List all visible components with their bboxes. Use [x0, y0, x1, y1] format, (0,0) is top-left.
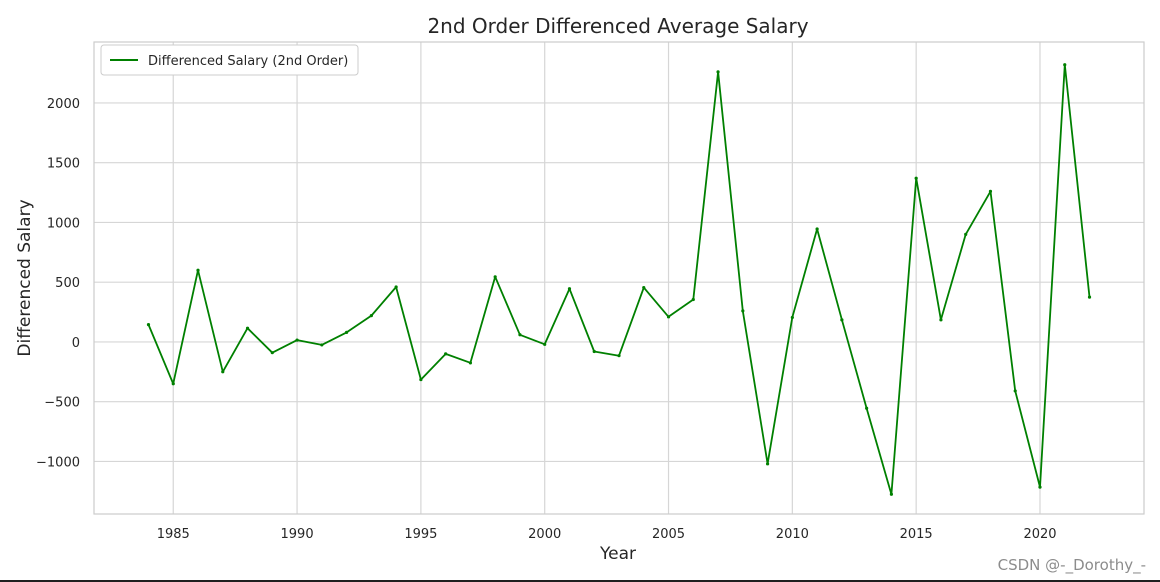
- data-point: [171, 382, 175, 386]
- data-point: [369, 314, 373, 318]
- data-point: [518, 333, 522, 337]
- legend-box: [100, 44, 359, 76]
- data-point: [889, 492, 894, 496]
- data-point: [493, 275, 497, 279]
- y-tick-label: −1000: [36, 455, 80, 470]
- x-tick-label: 1990: [281, 527, 314, 542]
- x-tick-label: 2010: [776, 527, 809, 542]
- data-point: [543, 342, 547, 346]
- data-point: [642, 285, 646, 290]
- series-points: [146, 63, 1092, 496]
- y-tick-label: 500: [55, 276, 80, 291]
- y-axis-label: Differenced Salary: [15, 199, 35, 356]
- data-point: [221, 370, 225, 374]
- data-point: [914, 176, 918, 180]
- data-point: [765, 462, 770, 466]
- data-point: [196, 268, 200, 272]
- data-point: [617, 354, 621, 358]
- data-point: [741, 309, 745, 313]
- data-point: [988, 189, 993, 193]
- data-point: [245, 326, 250, 330]
- y-tick-label: 1000: [47, 216, 80, 231]
- data-point: [394, 285, 398, 289]
- x-tick-label: 1985: [157, 527, 190, 542]
- data-point: [1038, 485, 1042, 489]
- x-tick-labels: 1985 1990 1995 2000 2005 2010 2015 2020: [157, 527, 1057, 542]
- data-point: [1013, 389, 1017, 393]
- series-lines: [147, 63, 1091, 496]
- data-point: [468, 361, 473, 365]
- data-point: [1063, 63, 1067, 67]
- x-axis-label: Year: [599, 544, 636, 564]
- x-tick-label: 1995: [404, 527, 437, 542]
- data-point: [295, 338, 299, 342]
- y-tick-labels: −1000 −500 0 500 1000 1500 2000: [36, 97, 80, 470]
- data-point: [716, 70, 720, 74]
- chart-title: 2nd Order Differenced Average Salary: [427, 14, 808, 38]
- data-point: [344, 330, 349, 334]
- y-tick-label: −500: [44, 396, 80, 411]
- legend-label: Differenced Salary (2nd Order): [148, 54, 348, 69]
- data-point: [939, 318, 943, 322]
- data-point: [444, 352, 448, 356]
- data-point: [1087, 295, 1092, 299]
- data-point: [691, 297, 695, 302]
- x-tick-label: 2020: [1023, 527, 1056, 542]
- grid: [94, 42, 1144, 514]
- x-tick-label: 2000: [528, 527, 561, 542]
- data-point: [865, 406, 869, 410]
- series-line: [147, 63, 1091, 496]
- watermark: CSDN @-_Dorothy_-: [997, 556, 1146, 574]
- data-point: [592, 349, 596, 354]
- data-point: [790, 315, 794, 320]
- plot-frame: [93, 41, 1145, 515]
- bottom-border: [0, 580, 1160, 582]
- data-point: [815, 227, 819, 231]
- data-point: [270, 351, 274, 355]
- data-point: [320, 343, 324, 347]
- legend: Differenced Salary (2nd Order): [100, 44, 359, 76]
- x-tick-label: 2015: [900, 527, 933, 542]
- y-tick-label: 2000: [47, 97, 80, 112]
- data-point: [146, 323, 151, 327]
- data-point: [567, 287, 572, 291]
- x-tick-label: 2005: [652, 527, 685, 542]
- data-point: [419, 377, 423, 382]
- y-tick-label: 0: [72, 336, 80, 351]
- data-point: [840, 318, 844, 322]
- data-point: [666, 315, 671, 319]
- data-point: [964, 232, 968, 236]
- y-tick-label: 1500: [47, 157, 80, 172]
